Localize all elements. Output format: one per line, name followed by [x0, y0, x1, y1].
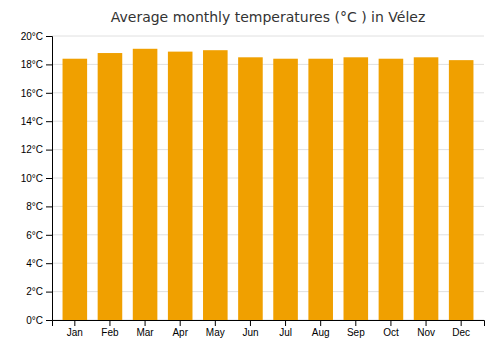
y-tick: 8°C	[26, 201, 52, 212]
y-tick-label: 4°C	[26, 258, 43, 269]
x-tick-label: Jul	[279, 327, 292, 338]
y-tick-label: 12°C	[21, 144, 43, 155]
x-tick-label: Aug	[312, 327, 330, 338]
x-tick: Jan	[67, 320, 83, 338]
grid-line	[52, 36, 484, 37]
y-tick-label: 18°C	[21, 59, 43, 70]
bar	[168, 52, 193, 320]
y-tick-mark	[46, 93, 52, 94]
y-tick-mark	[46, 320, 52, 321]
x-tick-mark	[461, 320, 462, 326]
y-tick-mark	[46, 235, 52, 236]
plot-area: 0°C 2°C 4°C 6°C 8°C 10°C 12°C 14°C 16°C 18°C 20°C J…	[21, 31, 485, 338]
x-tick-mark	[285, 320, 286, 326]
x-tick-label: Mar	[136, 327, 154, 338]
x-tick: Feb	[101, 320, 119, 338]
y-tick: 4°C	[26, 258, 52, 269]
y-tick: 20°C	[21, 31, 52, 42]
y-tick-mark	[46, 263, 52, 264]
x-tick: Dec	[452, 320, 470, 338]
x-tick: Apr	[172, 320, 188, 338]
y-tick-label: 10°C	[21, 173, 43, 184]
bar	[98, 53, 123, 320]
bars	[63, 49, 474, 320]
bar	[414, 57, 439, 320]
y-tick: 12°C	[21, 144, 52, 155]
x-tick-label: Sep	[347, 327, 365, 338]
y-tick-mark	[46, 292, 52, 293]
x-tick-mark	[180, 320, 181, 326]
x-tick-mark	[355, 320, 356, 326]
x-tick: Jun	[242, 320, 258, 338]
y-tick: 14°C	[21, 116, 52, 127]
y-tick-mark	[46, 150, 52, 151]
x-tick-mark	[109, 320, 110, 326]
x-tick-label: Dec	[452, 327, 470, 338]
y-tick-label: 16°C	[21, 88, 43, 99]
y-axis: 0°C 2°C 4°C 6°C 8°C 10°C 12°C 14°C 16°C 18°C 20°C	[21, 31, 53, 326]
bar	[344, 57, 369, 320]
bar	[273, 59, 298, 320]
y-tick: 16°C	[21, 88, 52, 99]
y-tick: 0°C	[26, 315, 52, 326]
y-tick-label: 8°C	[26, 201, 43, 212]
x-tick-mark	[390, 320, 391, 326]
x-tick: Sep	[347, 320, 365, 338]
x-tick: Aug	[312, 320, 330, 338]
x-tick: Mar	[136, 320, 154, 338]
y-tick: 2°C	[26, 286, 52, 297]
x-tick-mark	[74, 320, 75, 326]
y-tick-label: 2°C	[26, 286, 43, 297]
y-axis-line	[46, 37, 53, 321]
y-tick-mark	[46, 121, 52, 122]
x-tick-label: Apr	[172, 327, 188, 338]
y-tick-label: 20°C	[21, 31, 43, 42]
x-tick-label: Jun	[242, 327, 258, 338]
x-tick-label: Jan	[67, 327, 83, 338]
x-axis: Jan Feb Mar Apr May Jun Jul Aug Sep Oct Nov Dec	[53, 320, 485, 338]
bar	[238, 57, 263, 320]
x-tick-mark	[215, 320, 216, 326]
y-tick-mark	[46, 64, 52, 65]
bar	[379, 59, 404, 320]
title: Average monthly temperatures (°C ) in Vé…	[111, 9, 426, 25]
x-tick-mark	[145, 320, 146, 326]
y-tick-label: 14°C	[21, 116, 43, 127]
x-tick-label: Nov	[417, 327, 435, 338]
y-tick-label: 6°C	[26, 230, 43, 241]
bar	[449, 60, 474, 320]
grid	[52, 36, 484, 320]
x-tick: Nov	[417, 320, 435, 338]
x-tick-mark	[250, 320, 251, 326]
chart: 0°C 2°C 4°C 6°C 8°C 10°C 12°C 14°C 16°C 18°C 20°C J…	[0, 0, 500, 350]
bar	[308, 59, 333, 320]
x-tick: Oct	[383, 320, 399, 338]
x-tick-label: Oct	[383, 327, 399, 338]
x-tick-mark	[426, 320, 427, 326]
x-tick: May	[206, 320, 225, 338]
y-tick-mark	[46, 206, 52, 207]
y-tick-label: 0°C	[26, 315, 43, 326]
x-axis-line	[53, 321, 485, 327]
bar	[63, 59, 88, 320]
x-tick-label: Feb	[101, 327, 119, 338]
x-tick-label: May	[206, 327, 225, 338]
y-tick: 18°C	[21, 59, 52, 70]
bar	[203, 50, 228, 320]
y-tick: 6°C	[26, 230, 52, 241]
bar	[133, 49, 158, 320]
y-tick: 10°C	[21, 173, 52, 184]
y-tick-mark	[46, 36, 52, 37]
y-tick-mark	[46, 178, 52, 179]
x-tick-mark	[320, 320, 321, 326]
x-tick: Jul	[279, 320, 292, 338]
